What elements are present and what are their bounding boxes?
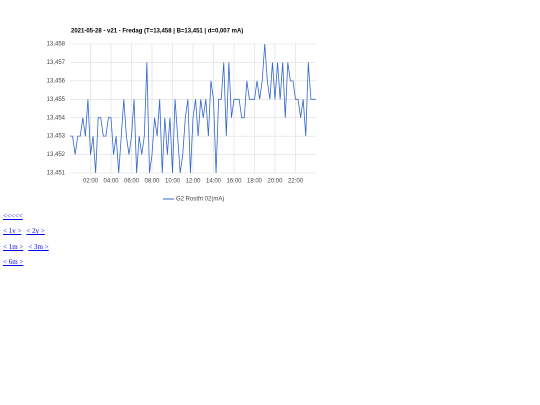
nav-link[interactable]: < 3m > (28, 242, 49, 251)
nav-link[interactable]: < 6m > (3, 257, 24, 266)
y-tick-label: 13,458 (47, 42, 66, 48)
nav-link[interactable]: < 1v > (3, 227, 22, 236)
y-tick-label: 13,452 (47, 152, 66, 158)
data-line (70, 43, 316, 174)
x-tick-label: 04:00 (103, 179, 119, 185)
nav-link[interactable]: < 2y > (26, 227, 45, 236)
y-tick-label: 13,455 (47, 97, 66, 103)
link-row: < 1v > < 2y > (3, 227, 54, 242)
y-tick-label: 13,453 (47, 134, 66, 140)
x-tick-label: 02:00 (83, 179, 99, 185)
y-tick-label: 13,457 (47, 60, 66, 66)
chart-title: 2021-05-28 - v21 - Fredag (T=13,458 | B=… (71, 29, 243, 35)
x-tick-label: 12:00 (185, 179, 201, 185)
x-tick-label: 22:00 (288, 179, 304, 185)
x-tick-label: 20:00 (267, 179, 283, 185)
x-tick-label: 06:00 (124, 179, 140, 185)
x-tick-label: 18:00 (247, 179, 263, 185)
link-row: < 1m > < 3m > (3, 243, 54, 258)
x-tick-label: 10:00 (165, 179, 181, 185)
x-tick-label: 14:00 (206, 179, 222, 185)
y-tick-label: 13,451 (47, 171, 66, 177)
x-tick-label: 08:00 (144, 179, 160, 185)
nav-link[interactable]: <<<<< (3, 212, 23, 220)
link-row: <<<<< (3, 212, 54, 227)
chart: 2021-05-28 - v21 - Fredag (T=13,458 | B=… (47, 29, 316, 203)
x-tick-label: 16:00 (226, 179, 242, 185)
y-tick-label: 13,456 (47, 78, 66, 84)
link-row: < 6m > (3, 258, 54, 273)
nav-link[interactable]: < 1m > (3, 242, 24, 251)
links: <<<<< < 1v > < 2y > < 1m > < 3m > < 6m > (3, 212, 54, 273)
legend-label: G2 Rostfri 02(mA) (176, 197, 224, 203)
y-tick-label: 13,454 (47, 115, 66, 121)
